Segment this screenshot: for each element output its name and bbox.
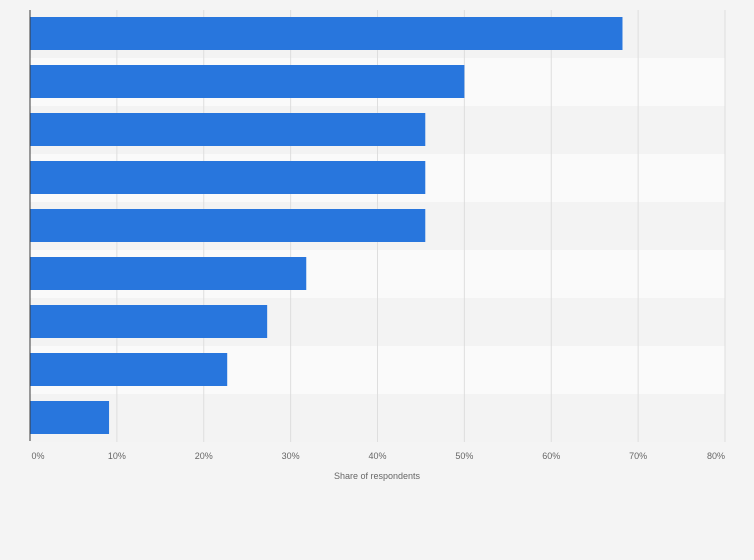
x-tick-label: 20% xyxy=(195,451,213,461)
bar xyxy=(30,17,623,50)
bar xyxy=(30,305,268,338)
x-tick-label: 0% xyxy=(31,451,44,461)
bar xyxy=(30,65,465,98)
bar xyxy=(30,113,426,146)
x-tick-label: 30% xyxy=(282,451,300,461)
bar xyxy=(30,353,228,386)
x-tick-labels: 0% 10% 20% 30% 40% 50% 60% 70% 80% xyxy=(31,451,725,461)
bar xyxy=(30,401,110,434)
x-tick-label: 40% xyxy=(368,451,386,461)
x-tick-label: 60% xyxy=(542,451,560,461)
x-axis-label: Share of respondents xyxy=(334,471,421,481)
bar xyxy=(30,257,307,290)
x-tick-label: 70% xyxy=(629,451,647,461)
bar xyxy=(30,161,426,194)
x-tick-label: 80% xyxy=(707,451,725,461)
bars xyxy=(30,17,623,434)
x-tick-label: 10% xyxy=(108,451,126,461)
x-tick-label: 50% xyxy=(455,451,473,461)
bar xyxy=(30,209,426,242)
